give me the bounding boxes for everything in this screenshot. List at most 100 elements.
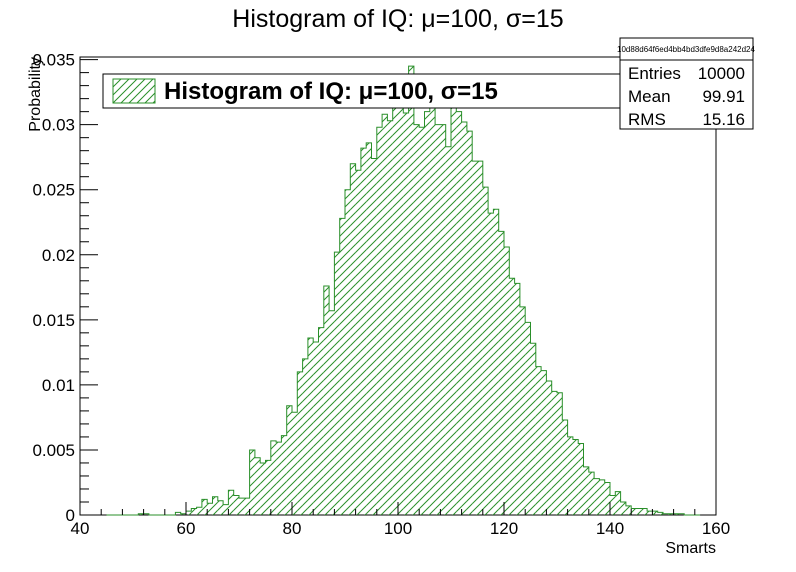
histogram-bar bbox=[445, 146, 451, 515]
histogram-bar bbox=[387, 120, 393, 516]
histogram-bar bbox=[307, 338, 314, 515]
histogram-bar bbox=[572, 439, 579, 515]
y-tick-label: 0.015 bbox=[32, 311, 75, 330]
histogram-bar bbox=[435, 124, 441, 515]
histogram-bar bbox=[413, 124, 420, 515]
x-tick-label: 80 bbox=[283, 519, 302, 538]
y-tick-label: 0.01 bbox=[42, 376, 75, 395]
histogram-bar bbox=[440, 124, 446, 515]
histogram-bar bbox=[398, 88, 404, 516]
histogram-bar bbox=[546, 380, 552, 515]
histogram-bar bbox=[599, 479, 605, 515]
histogram-bar bbox=[673, 513, 679, 515]
histogram-bar bbox=[233, 495, 239, 515]
y-tick-label: 0 bbox=[66, 506, 75, 525]
histogram-bar bbox=[228, 490, 234, 515]
histogram-bar bbox=[276, 442, 282, 515]
x-tick-label: 40 bbox=[71, 519, 90, 538]
histogram-bar bbox=[318, 327, 324, 515]
histogram-bar bbox=[408, 66, 414, 515]
histogram-bars bbox=[138, 66, 685, 516]
histogram-bar bbox=[249, 449, 255, 515]
histogram-bar bbox=[488, 213, 494, 516]
histogram-bar bbox=[557, 392, 563, 515]
histogram-bar bbox=[578, 443, 584, 515]
y-axis: 0 0.005 0.01 0.015 0.02 0.025 0.03 0.035 bbox=[32, 51, 98, 525]
histogram-bar bbox=[466, 131, 473, 515]
histogram-bar bbox=[286, 405, 292, 515]
histogram-bar bbox=[498, 231, 504, 515]
histogram-bar bbox=[652, 511, 658, 515]
histogram-bar bbox=[636, 508, 642, 515]
stats-entries-label: Entries bbox=[628, 64, 681, 83]
histogram-bar bbox=[477, 161, 483, 515]
y-axis-title: Probability bbox=[27, 57, 44, 132]
legend: Histogram of IQ: μ=100, σ=15 bbox=[102, 73, 634, 109]
histogram-bar bbox=[313, 341, 319, 515]
histogram-bar bbox=[562, 420, 568, 515]
histogram-bar bbox=[668, 513, 674, 515]
histogram-bar bbox=[472, 161, 478, 515]
histogram-bar bbox=[615, 491, 621, 515]
y-tick-label: 0.025 bbox=[32, 181, 75, 200]
histogram-bar bbox=[625, 505, 632, 515]
histogram-bar bbox=[392, 94, 398, 515]
histogram-bar bbox=[334, 252, 340, 515]
histogram-bar bbox=[371, 158, 377, 515]
histogram-bar bbox=[186, 511, 192, 515]
histogram-bar bbox=[451, 97, 457, 515]
histogram-bar bbox=[191, 508, 197, 515]
histogram-bar bbox=[509, 278, 515, 515]
histogram-bar bbox=[366, 142, 372, 515]
histogram-bar bbox=[217, 500, 224, 515]
legend-entry: Histogram of IQ: μ=100, σ=15 bbox=[164, 78, 498, 105]
stats-box-frame bbox=[619, 37, 754, 130]
x-tick-label: 100 bbox=[384, 519, 412, 538]
histogram-bar bbox=[456, 111, 462, 515]
stats-histogram-id: 10d88d64f6ed4bb4bd3dfe9d8a242d24 bbox=[617, 45, 755, 54]
histogram-bar bbox=[180, 513, 186, 515]
histogram-bar bbox=[541, 370, 547, 515]
stats-box: 10d88d64f6ed4bb4bd3dfe9d8a242d24 Entries… bbox=[617, 37, 756, 130]
stats-mean-label: Mean bbox=[628, 87, 671, 106]
x-tick-label: 140 bbox=[596, 519, 624, 538]
histogram-bar bbox=[265, 460, 271, 515]
stats-entries-value: 10000 bbox=[698, 64, 745, 83]
y-tick-label: 0.02 bbox=[42, 246, 75, 265]
histogram-bar bbox=[482, 187, 489, 515]
histogram-bar bbox=[360, 148, 367, 516]
histogram-bar bbox=[270, 440, 277, 515]
histogram-bar bbox=[493, 209, 499, 515]
histogram-bar bbox=[657, 512, 663, 515]
histogram-bar bbox=[175, 512, 181, 515]
histogram-bar bbox=[138, 513, 144, 515]
legend-box bbox=[102, 73, 634, 109]
histogram-bar bbox=[567, 436, 573, 515]
histogram-bar bbox=[239, 498, 245, 515]
histogram-bar bbox=[281, 435, 287, 515]
histogram-bar bbox=[196, 507, 202, 515]
histogram-outline bbox=[106, 65, 701, 516]
histogram-bar bbox=[647, 511, 653, 515]
histogram-bar bbox=[419, 127, 425, 516]
histogram-bar bbox=[350, 163, 356, 515]
histogram-bar bbox=[329, 310, 335, 515]
chart-title: Histogram of IQ: μ=100, σ=15 bbox=[232, 5, 563, 33]
histogram-bar bbox=[594, 478, 600, 515]
histogram-bar bbox=[678, 513, 685, 515]
x-tick-label: 120 bbox=[490, 519, 518, 538]
histogram-bar bbox=[143, 513, 149, 515]
histogram-bar bbox=[339, 218, 345, 515]
histogram-bar bbox=[519, 306, 526, 515]
histogram-bar bbox=[212, 496, 218, 515]
histogram-bar bbox=[254, 457, 261, 515]
histogram-bar bbox=[525, 322, 531, 515]
histogram-bar bbox=[355, 170, 361, 516]
stats-rms-label: RMS bbox=[628, 110, 666, 129]
histogram-bar bbox=[631, 508, 637, 515]
x-axis: 40 60 80 100 120 140 160 bbox=[71, 502, 730, 538]
stats-rms-value: 15.16 bbox=[702, 110, 745, 129]
histogram-bar bbox=[530, 343, 536, 515]
histogram-bar bbox=[376, 127, 383, 516]
